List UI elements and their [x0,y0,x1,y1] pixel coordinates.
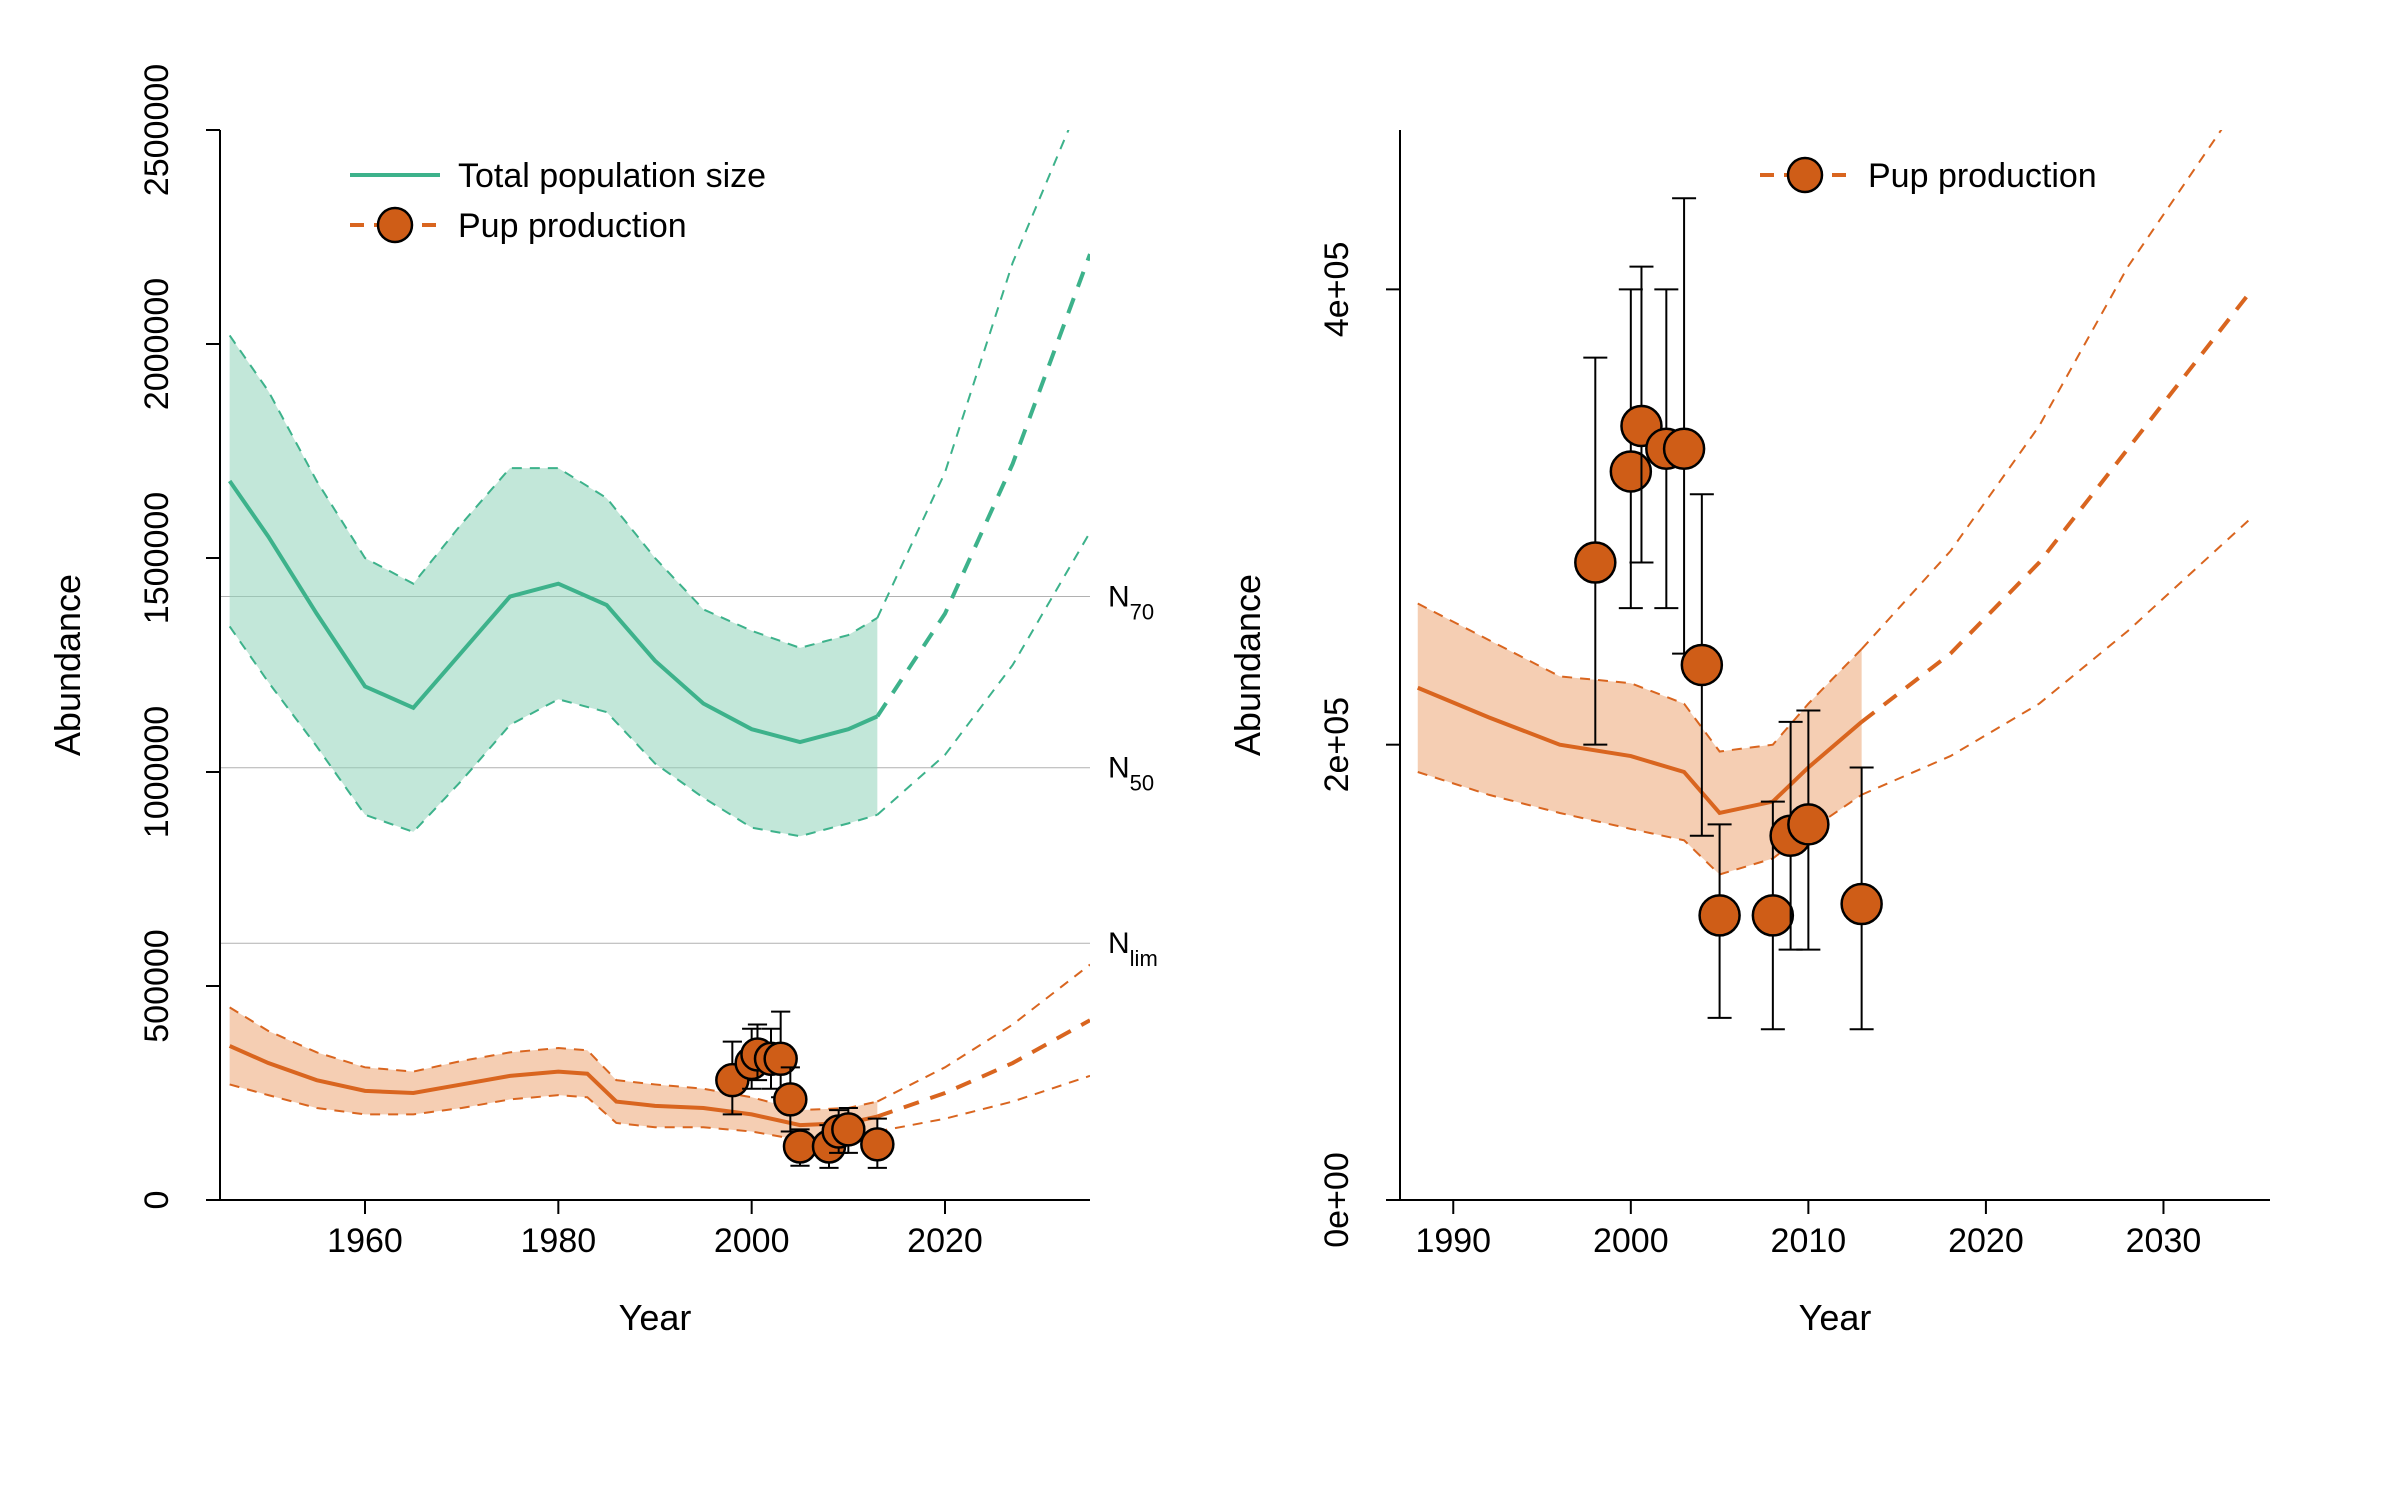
svg-text:0: 0 [138,1191,176,1210]
svg-text:1500000: 1500000 [138,492,176,624]
svg-text:Year: Year [619,1297,692,1338]
svg-text:1990: 1990 [1415,1222,1491,1260]
svg-text:2010: 2010 [1771,1222,1847,1260]
svg-text:0e+00: 0e+00 [1318,1152,1356,1248]
svg-text:2000: 2000 [714,1222,790,1260]
svg-text:2000000: 2000000 [138,278,176,410]
svg-text:1000000: 1000000 [138,706,176,838]
svg-text:1960: 1960 [327,1222,403,1260]
svg-text:Pup production: Pup production [458,207,687,245]
svg-text:Year: Year [1799,1297,1872,1338]
svg-text:Abundance: Abundance [1227,574,1268,756]
svg-text:4e+05: 4e+05 [1318,242,1356,338]
chart-svg: N70 N50 Nlim 1960 1980 2000 2020 0 500000 1000000… [0,0,2400,1500]
svg-text:N50: N50 [1108,752,1154,796]
svg-text:N70: N70 [1108,581,1154,625]
svg-text:Pup production: Pup production [1868,157,2097,195]
svg-text:500000: 500000 [138,929,176,1042]
figure-root: N70 N50 Nlim 1960 1980 2000 2020 0 500000 1000000… [0,0,2400,1500]
svg-text:Nlim: Nlim [1108,927,1158,971]
svg-text:Abundance: Abundance [47,574,88,756]
svg-text:2030: 2030 [2126,1222,2202,1260]
svg-text:2e+05: 2e+05 [1318,697,1356,793]
svg-text:2500000: 2500000 [138,64,176,196]
svg-text:2020: 2020 [1948,1222,2024,1260]
svg-text:Total population size: Total population size [458,157,766,195]
svg-text:2020: 2020 [907,1222,983,1260]
svg-text:2000: 2000 [1593,1222,1669,1260]
svg-text:1980: 1980 [521,1222,597,1260]
